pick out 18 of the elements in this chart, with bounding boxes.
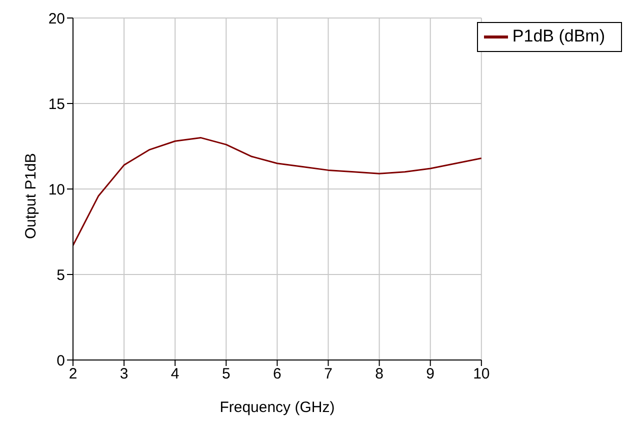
y-tick-label: 0 <box>56 352 65 370</box>
x-tick-label: 10 <box>473 366 490 383</box>
x-tick-label: 8 <box>375 366 384 383</box>
y-tick-label: 20 <box>48 10 65 28</box>
y-tick-label: 10 <box>48 181 65 198</box>
y-axis-title: Output P1dB <box>22 153 40 239</box>
x-tick-label: 9 <box>426 366 435 383</box>
x-tick-label: 5 <box>222 366 230 383</box>
x-tick-label: 4 <box>170 366 180 383</box>
legend-label: P1dB (dBm) <box>512 26 605 46</box>
line-series <box>73 136 482 246</box>
y-tick-label: 15 <box>48 96 65 113</box>
x-tick-label: 3 <box>120 366 128 383</box>
y-tick-label: 5 <box>56 266 65 284</box>
x-tick-label: 2 <box>68 366 78 383</box>
x-tick-label: 7 <box>324 366 332 383</box>
x-axis-title: Frequency (GHz) <box>220 399 335 416</box>
x-tick-label: 6 <box>273 366 282 383</box>
